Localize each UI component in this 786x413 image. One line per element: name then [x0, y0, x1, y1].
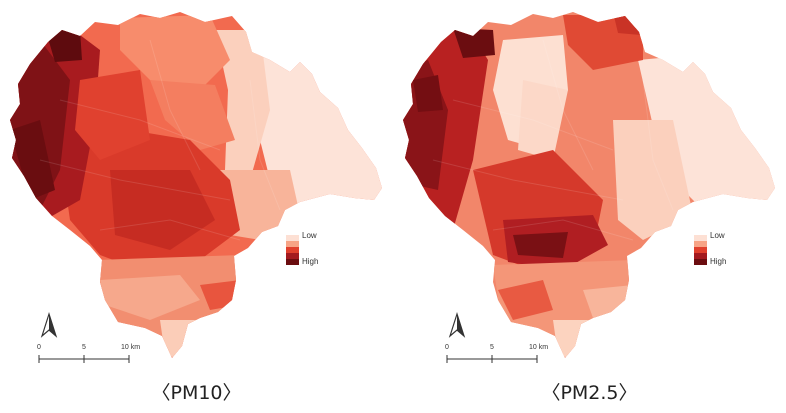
pm10-map-panel: Low High 0 5 10 km 〈PM10〉	[10, 12, 382, 404]
legend-swatches	[286, 235, 299, 265]
legend-swatch-1	[286, 235, 299, 241]
legend-swatch-5	[694, 259, 707, 265]
legend-low-label: Low	[302, 231, 317, 240]
scale-tick-5: 5	[82, 344, 86, 351]
scale-bar	[446, 355, 538, 363]
north-arrow-icon	[448, 312, 466, 338]
legend-swatch-3	[694, 247, 707, 253]
scale-tick-10km: 10 km	[529, 344, 549, 351]
scale-tick-0: 0	[445, 344, 449, 351]
scale-tick-10km: 10 km	[121, 344, 141, 351]
legend-swatch-2	[694, 241, 707, 247]
pm25-map-panel: Low High 0 5 10 km 〈PM2.5〉	[393, 0, 786, 413]
legend-swatch-4	[286, 253, 299, 259]
pm25-caption: 〈PM2.5〉	[541, 382, 638, 404]
pm10-caption: 〈PM10〉	[151, 382, 242, 404]
legend-high-label: High	[302, 257, 319, 266]
legend-high-label: High	[710, 257, 727, 266]
legend-low-label: Low	[710, 231, 725, 240]
legend-swatch-5	[286, 259, 299, 265]
scale-tick-5: 5	[490, 344, 494, 351]
legend-swatch-1	[694, 235, 707, 241]
scale-bar	[38, 355, 130, 363]
scale-tick-0: 0	[37, 344, 41, 351]
north-arrow-icon	[40, 312, 58, 338]
legend-swatch-4	[694, 253, 707, 259]
pm25-choropleth-map	[403, 12, 775, 363]
legend-swatch-3	[286, 247, 299, 253]
legend-swatch-2	[286, 241, 299, 247]
pm10-choropleth-map	[10, 12, 382, 363]
legend-swatches	[694, 235, 707, 265]
